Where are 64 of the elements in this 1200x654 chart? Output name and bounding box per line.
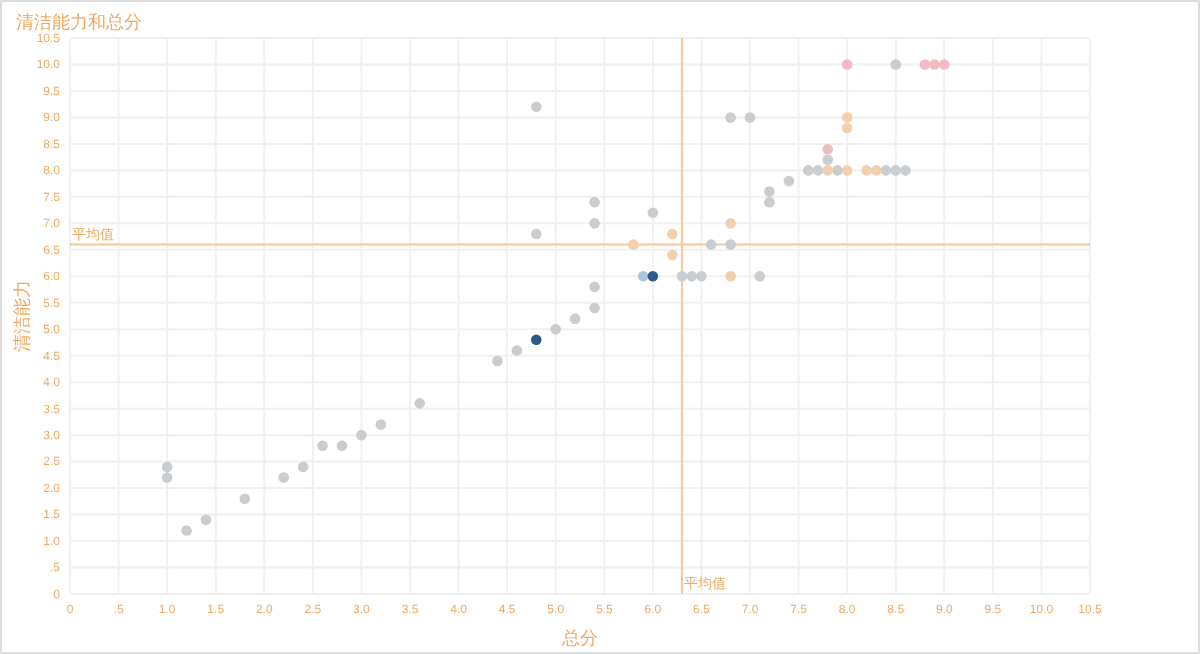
- point: [822, 154, 834, 166]
- point: [754, 271, 766, 282]
- point: [356, 429, 367, 441]
- point: [938, 59, 950, 70]
- point: [783, 175, 795, 187]
- point: [841, 112, 853, 123]
- point: [696, 271, 707, 282]
- point: [181, 525, 192, 536]
- point: [890, 59, 902, 70]
- point: [569, 313, 581, 324]
- point: [822, 143, 834, 155]
- point: [336, 440, 348, 452]
- point: [589, 218, 600, 229]
- point: [589, 302, 600, 314]
- point: [239, 493, 251, 504]
- point: [278, 472, 290, 483]
- point: [841, 165, 853, 176]
- point: [589, 196, 600, 208]
- chart-title: 清洁能力和总分: [16, 12, 142, 34]
- point: [200, 514, 212, 526]
- point: [822, 165, 834, 176]
- point: [725, 112, 736, 123]
- point: [764, 186, 775, 197]
- point: [841, 122, 853, 134]
- point: [705, 239, 717, 250]
- point: [414, 398, 426, 409]
- point: [725, 271, 736, 282]
- point: [492, 355, 503, 367]
- point: [666, 249, 678, 261]
- point: [297, 461, 309, 473]
- point: [880, 165, 892, 176]
- point: [725, 239, 736, 250]
- point: [530, 334, 542, 346]
- point: [647, 207, 659, 219]
- point: [628, 239, 639, 250]
- point: [550, 323, 562, 335]
- point: [861, 165, 872, 176]
- point: [647, 271, 659, 282]
- point: [929, 59, 940, 70]
- point: [744, 112, 756, 123]
- point: [161, 461, 173, 473]
- point: [637, 271, 649, 282]
- point: [764, 196, 775, 208]
- point: [676, 271, 688, 282]
- point: [919, 59, 931, 70]
- point: [161, 472, 173, 483]
- point: [530, 228, 542, 240]
- point: [530, 101, 542, 113]
- point: [686, 271, 698, 282]
- point: [870, 165, 882, 176]
- point: [900, 165, 911, 176]
- x-axis-title: 总分: [560, 628, 598, 650]
- point: [802, 165, 814, 176]
- point: [890, 165, 902, 176]
- point: [832, 165, 843, 176]
- point: [841, 59, 853, 70]
- point: [666, 228, 678, 240]
- point: [317, 440, 328, 452]
- y-axis-title: 清洁能力: [12, 280, 34, 352]
- point: [589, 281, 600, 293]
- point: [812, 165, 824, 176]
- point: [725, 218, 736, 229]
- point: [511, 345, 523, 356]
- point: [375, 419, 387, 430]
